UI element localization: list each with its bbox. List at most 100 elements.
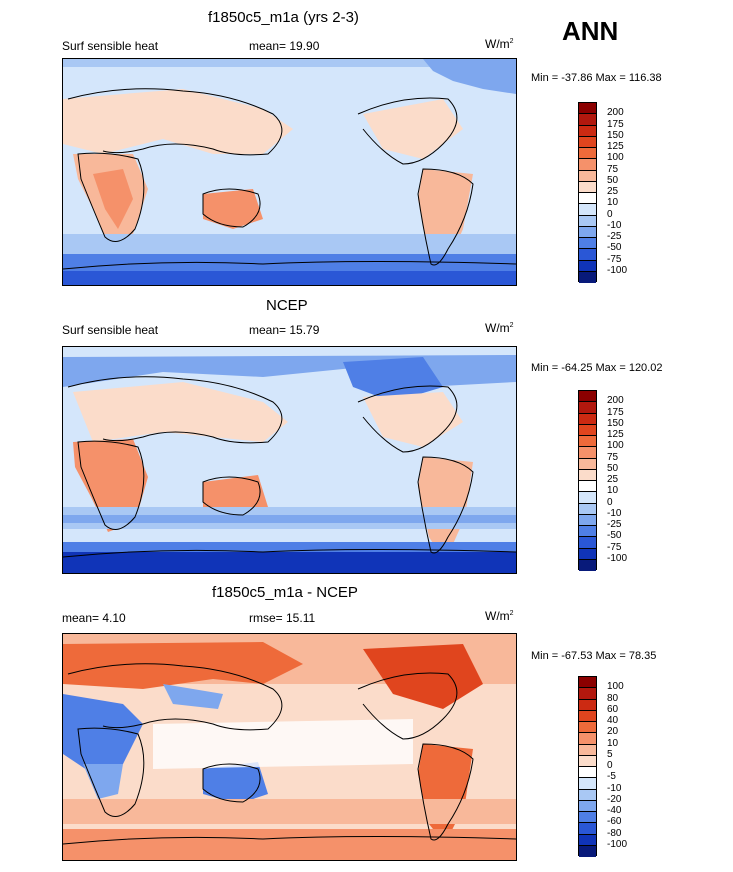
- panel-2-colorbar-tick: -100: [607, 552, 628, 564]
- panel-3-colorbar-tick: 80: [607, 692, 619, 704]
- panel-1-units: W/m2: [485, 37, 514, 51]
- panel-1-coastline-australia: [202, 188, 261, 228]
- panel-1-southern-band: [63, 234, 516, 254]
- panel-1-colorbar-tick: -10: [607, 219, 622, 231]
- panel-3-map: [62, 633, 517, 861]
- panel-1-colorbar-tick: 150: [607, 129, 624, 141]
- panel-3-asia-cool: [163, 684, 223, 709]
- panel-3-colorbar-tick: 20: [607, 726, 619, 738]
- panel-3-namerica-hot: [363, 644, 483, 709]
- panel-2-eurasia-warm: [73, 382, 288, 442]
- panel-3-colorbar-tick: -20: [607, 793, 622, 805]
- panel-2-variable-label: Surf sensible heat: [62, 323, 159, 337]
- panel-2-colorbar-tick: 25: [607, 474, 619, 485]
- panel-3-minmax: Min = -67.53 Max = 78.35: [531, 650, 657, 662]
- panel-2-colorbar-tick: -75: [607, 541, 622, 553]
- panel-2-map: [62, 346, 517, 574]
- panel-1-namerica-warm: [363, 99, 463, 159]
- panel-1-colorbar-tick: 200: [607, 107, 624, 119]
- panel-3-colorbar: [578, 676, 597, 857]
- panel-3-coastline-australia: [202, 763, 261, 803]
- panel-3-coastline-namerica: [357, 672, 458, 740]
- panel-3-colorbar-tick: -10: [607, 782, 622, 794]
- panel-2-colorbar-tick: 75: [607, 451, 619, 463]
- panel-1-colorbar-tick: -50: [607, 242, 622, 254]
- panel-1-colorbar-tick: -100: [607, 264, 628, 276]
- panel-3-rmse-label: rmse= 15.11: [249, 611, 316, 625]
- panel-2-colorbar-tick: 50: [607, 462, 619, 474]
- panel-3-africa-cold: [63, 694, 143, 774]
- panel-1-colorbar-tick: 175: [607, 118, 624, 130]
- panel-2-coastline-namerica: [357, 385, 458, 453]
- panel-1-australia-warm: [203, 189, 263, 229]
- panel-1-coastline-samerica: [417, 168, 474, 266]
- season-label: ANN: [562, 16, 619, 46]
- panel-1-variable-label: Surf sensible heat: [62, 39, 159, 53]
- panel-2-colorbar-tick: 10: [607, 485, 619, 497]
- panel-1-mean-label: mean= 19.90: [249, 39, 320, 53]
- panel-3-colorbar-tick: 10: [607, 737, 619, 749]
- panel-2-coastline-africa: [77, 440, 145, 530]
- panel-1-minmax: Min = -37.86 Max = 116.38: [531, 72, 662, 84]
- panel-2-coastline-eurasia: [67, 376, 283, 444]
- panel-1-colorbar-tick: 50: [607, 174, 619, 186]
- panel-3-tropics-neutral: [153, 719, 413, 769]
- panel-3-colorbar-tick: -80: [607, 827, 622, 839]
- panel-1-colorbar-tick: 125: [607, 141, 624, 152]
- panel-3-coastline-samerica: [417, 743, 474, 841]
- panel-1-coastline-namerica: [357, 97, 458, 165]
- panel-3-colorbar-tick: -5: [607, 771, 616, 783]
- panel-2-coastline-australia: [202, 476, 261, 516]
- panel-1-colorbar-tick: 10: [607, 197, 619, 209]
- panel-1-arctic-band: [423, 59, 516, 94]
- panel-1-colorbar-tick: 100: [607, 152, 624, 164]
- panel-3-coastline-africa: [77, 727, 145, 817]
- panel-3-units: W/m2: [485, 609, 514, 623]
- panel-3-coastline-eurasia: [67, 663, 283, 731]
- panel-3-mean-label: mean= 4.10: [62, 611, 126, 625]
- panel-1-coastline-africa: [77, 152, 145, 242]
- panel-2-colorbar-tick: -10: [607, 507, 622, 519]
- panel-3-coastline-antarctica: [63, 836, 516, 845]
- panel-3-colorbar-tick: -60: [607, 816, 622, 828]
- panel-3-colorbar-tick: 100: [607, 681, 624, 693]
- panel-3-colorbar-tick: 0: [607, 760, 613, 771]
- panel-2-namerica-warm: [363, 392, 463, 447]
- panel-2-north-atlantic-cold: [343, 357, 443, 402]
- panel-3-colorbar-tick: -100: [607, 838, 628, 850]
- panel-2-mean-label: mean= 15.79: [249, 323, 320, 337]
- panel-3-antarctic-warm-band: [63, 829, 516, 860]
- panel-2-units: W/m2: [485, 321, 514, 335]
- panel-3-colorbar-tick: 40: [607, 715, 619, 726]
- panel-3-africa-south-cool: [83, 764, 123, 799]
- panel-3-colorbar-tick: 5: [607, 748, 613, 760]
- panel-2-colorbar-tick: 100: [607, 440, 624, 452]
- panel-3-australia-cold: [203, 762, 268, 804]
- panel-1-africa-hot: [93, 169, 133, 229]
- panel-2-colorbar-tick: -50: [607, 530, 622, 542]
- panel-2-title: NCEP: [266, 297, 308, 314]
- panel-1-coastline-antarctica: [63, 261, 516, 270]
- panel-2-colorbar-tick: 175: [607, 406, 624, 418]
- panel-1-colorbar-tick: -25: [607, 231, 622, 242]
- panel-2-colorbar: [578, 390, 597, 571]
- panel-1-eurasia-warm: [63, 89, 293, 154]
- panel-2-coastline-samerica: [417, 456, 474, 554]
- panel-1-colorbar-tick: 75: [607, 163, 619, 175]
- panel-1-coastline-eurasia: [67, 88, 283, 156]
- panel-2-colorbar-tick: -25: [607, 519, 622, 530]
- panel-2-coastline-antarctica: [63, 549, 516, 558]
- panel-3-title: f1850c5_m1a - NCEP: [212, 584, 358, 601]
- panel-2-colorbar-tick: 150: [607, 417, 624, 429]
- panel-1-title: f1850c5_m1a (yrs 2-3): [208, 9, 359, 26]
- panel-1-map: [62, 58, 517, 286]
- panel-3-colorbar-tick: 60: [607, 703, 619, 715]
- panel-1-colorbar-tick: 0: [607, 208, 613, 220]
- panel-3-southern-warm-band: [63, 799, 516, 824]
- panel-2-minmax: Min = -64.25 Max = 120.02: [531, 362, 663, 374]
- panel-2-colorbar-tick: 200: [607, 395, 624, 407]
- panel-2-colorbar-tick: 0: [607, 496, 613, 508]
- panel-2-colorbar-tick: 125: [607, 429, 624, 440]
- panel-1-colorbar: [578, 102, 597, 283]
- panel-1-colorbar-tick: 25: [607, 186, 619, 197]
